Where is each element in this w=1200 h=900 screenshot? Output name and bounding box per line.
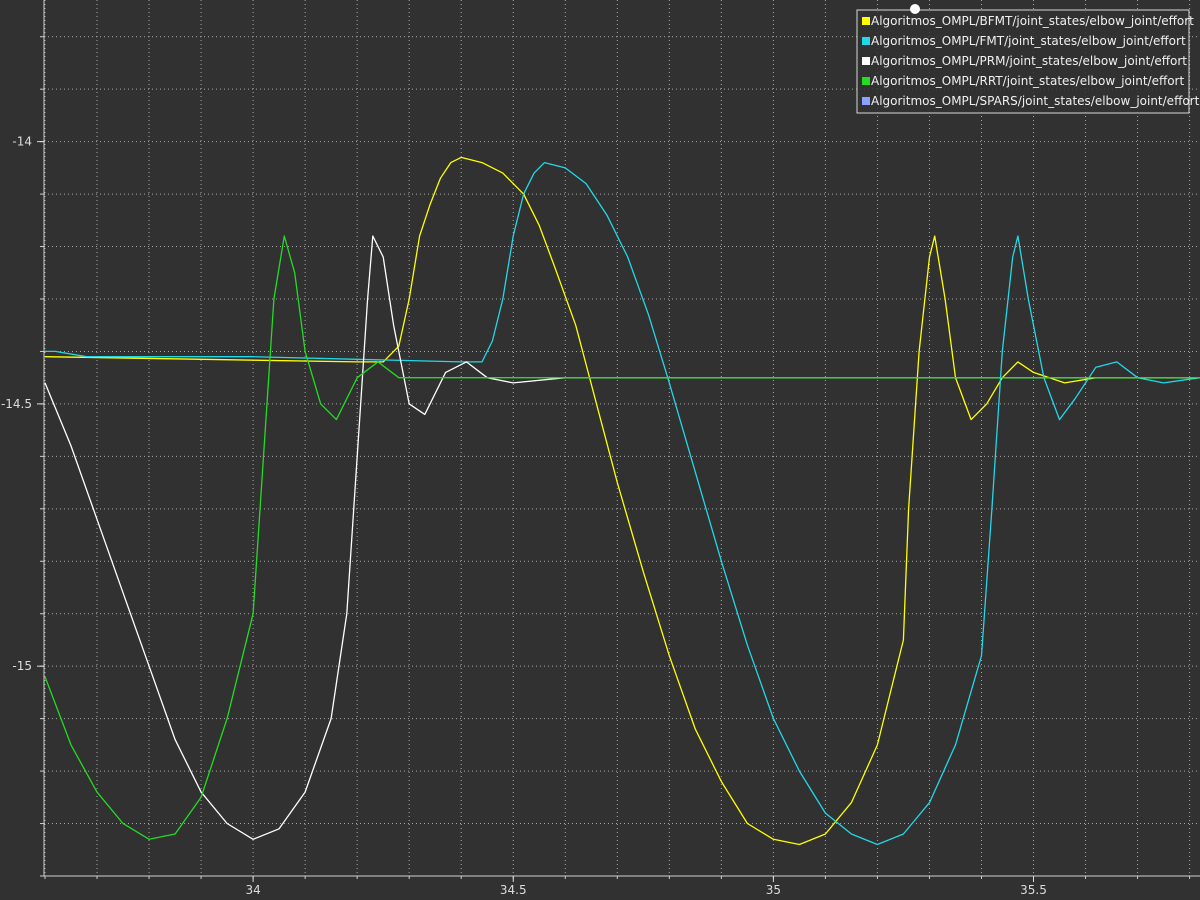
cursor-handle[interactable] — [910, 4, 920, 14]
legend-swatch — [862, 57, 870, 65]
legend-label[interactable]: Algoritmos_OMPL/PRM/joint_states/elbow_j… — [871, 54, 1187, 68]
series-line-0 — [44, 156, 1200, 846]
legend-swatch — [862, 77, 870, 85]
legend-box — [856, 9, 1190, 114]
series-lines — [44, 156, 1200, 846]
y-tick-label: -14.5 — [1, 397, 32, 411]
legend-swatch — [862, 37, 870, 45]
x-tick-label: 35.5 — [1020, 883, 1047, 897]
series-line-2 — [44, 235, 1200, 840]
legend-label[interactable]: Algoritmos_OMPL/BFMT/joint_states/elbow_… — [871, 14, 1194, 28]
y-tick-label: -14 — [12, 135, 32, 149]
legend-label[interactable]: Algoritmos_OMPL/SPARS/joint_states/elbow… — [871, 94, 1200, 108]
legend-label[interactable]: Algoritmos_OMPL/RRT/joint_states/elbow_j… — [871, 74, 1184, 88]
series-line-3 — [44, 235, 1200, 840]
y-tick-label: -15 — [12, 659, 32, 673]
grid-lines — [44, 0, 1200, 877]
x-tick-label: 35 — [766, 883, 781, 897]
legend-swatch — [862, 97, 870, 105]
x-tick-label: 34.5 — [500, 883, 527, 897]
legend-label[interactable]: Algoritmos_OMPL/FMT/joint_states/elbow_j… — [871, 34, 1186, 48]
x-tick-label: 34 — [245, 883, 260, 897]
legend-swatch — [862, 17, 870, 25]
legend: Algoritmos_OMPL/BFMT/joint_states/elbow_… — [856, 9, 1200, 114]
